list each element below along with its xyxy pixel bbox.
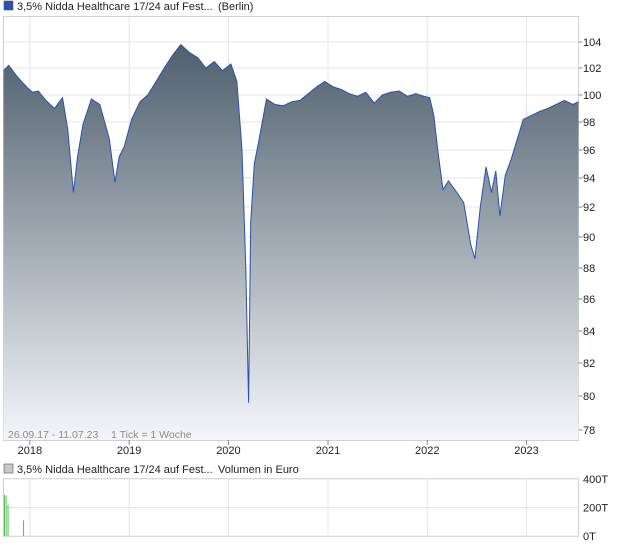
volume-plot-area bbox=[3, 478, 579, 537]
price-plot-area bbox=[3, 16, 579, 441]
volume-y-tick-label: 400T bbox=[583, 474, 608, 486]
price-y-tick-label: 90 bbox=[583, 232, 595, 244]
price-y-tick-label: 96 bbox=[583, 145, 595, 157]
volume-legend: 3,5% Nidda Healthcare 17/24 auf Fest... … bbox=[3, 463, 299, 476]
price-x-tick-label: 2021 bbox=[316, 445, 340, 457]
price-legend-swatch bbox=[3, 0, 14, 11]
volume-y-tick-label: 200T bbox=[583, 503, 608, 515]
price-y-tick-label: 78 bbox=[583, 425, 595, 437]
price-y-tick-label: 86 bbox=[583, 294, 595, 306]
price-legend-label: 3,5% Nidda Healthcare 17/24 auf Fest... bbox=[17, 1, 213, 13]
price-x-tick-label: 2018 bbox=[18, 445, 42, 457]
volume-legend-label: 3,5% Nidda Healthcare 17/24 auf Fest... bbox=[17, 464, 213, 476]
price-y-tick-label: 82 bbox=[583, 358, 595, 370]
price-x-tick-label: 2020 bbox=[216, 445, 240, 457]
price-x-tick-label: 2022 bbox=[415, 445, 439, 457]
price-y-tick-label: 104 bbox=[583, 37, 601, 49]
volume-y-axis: 0T 200T 400T bbox=[583, 474, 608, 543]
price-y-tick-label: 102 bbox=[583, 63, 601, 75]
volume-unit-label: Volumen in Euro bbox=[218, 464, 299, 476]
price-x-tick-label: 2023 bbox=[514, 445, 538, 457]
date-range-text: 26.09.17 - 11.07.23 bbox=[8, 429, 98, 441]
price-legend-exchange: (Berlin) bbox=[218, 1, 253, 13]
tick-interval-text: 1 Tick = 1 Woche bbox=[111, 429, 192, 441]
price-x-tick-label: 2019 bbox=[117, 445, 141, 457]
volume-y-tick-label: 0T bbox=[583, 531, 596, 543]
price-y-tick-label: 88 bbox=[583, 263, 595, 275]
volume-gridlines bbox=[3, 478, 579, 537]
volume-legend-swatch bbox=[3, 463, 14, 474]
price-x-axis: 2018 2019 2020 2021 2022 2023 bbox=[18, 440, 539, 457]
price-series-line bbox=[3, 43, 579, 403]
volume-bars bbox=[4, 494, 25, 536]
price-area-fill bbox=[3, 44, 579, 440]
price-y-tick-label: 98 bbox=[583, 117, 595, 129]
price-y-tick-label: 92 bbox=[583, 202, 595, 214]
price-y-tick-label: 94 bbox=[583, 173, 595, 185]
price-y-tick-label: 80 bbox=[583, 391, 595, 403]
price-y-tick-label: 100 bbox=[583, 90, 601, 102]
price-y-tick-label: 84 bbox=[583, 326, 595, 338]
price-y-axis: 78 80 82 84 86 88 90 92 94 96 98 100 102 104 bbox=[578, 37, 601, 437]
price-legend: 3,5% Nidda Healthcare 17/24 auf Fest... … bbox=[3, 0, 253, 13]
